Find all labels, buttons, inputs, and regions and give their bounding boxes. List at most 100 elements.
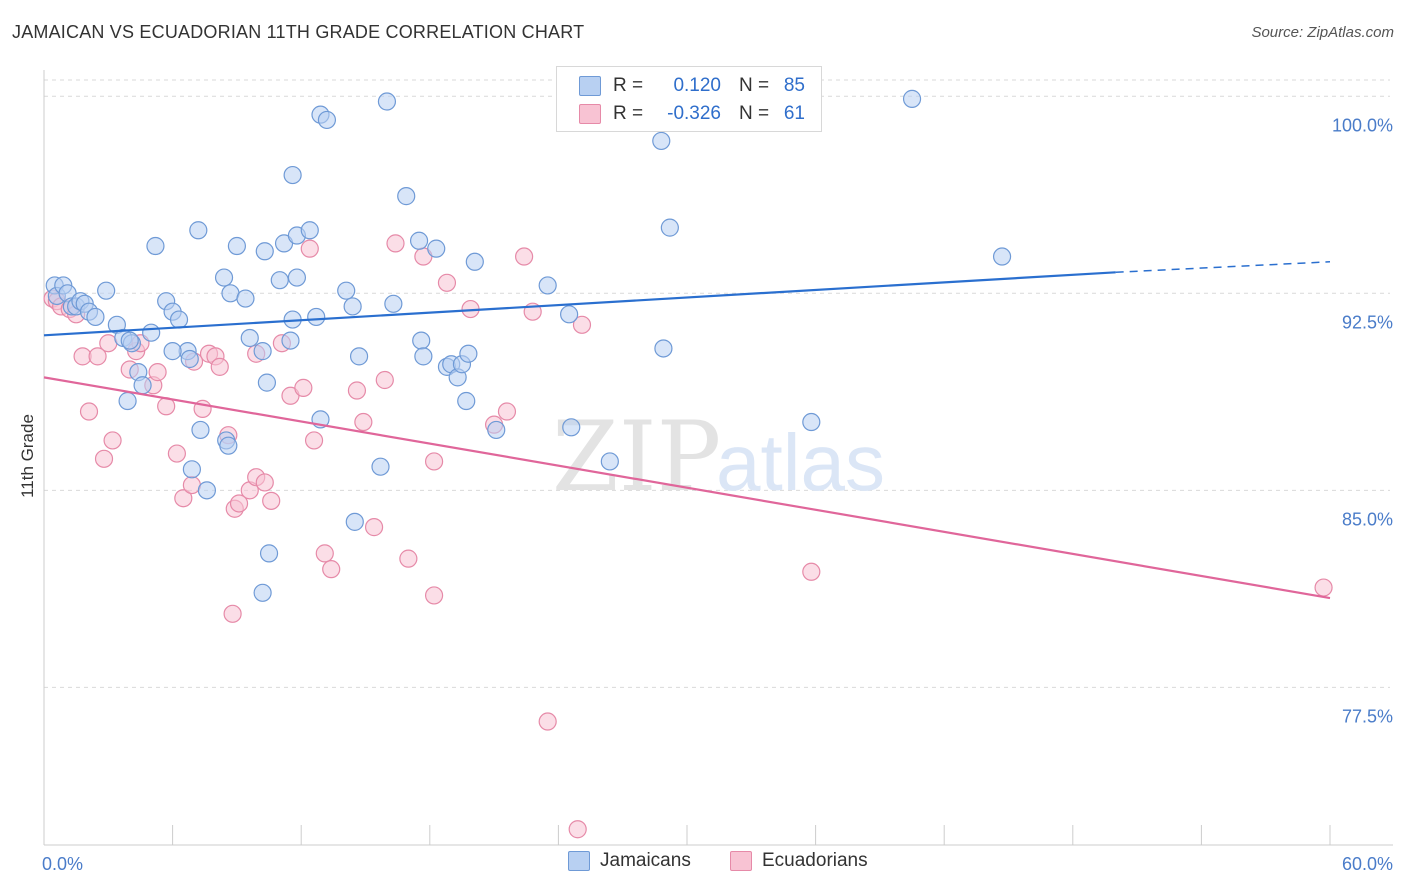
ecuadorian-point bbox=[174, 489, 193, 508]
jamaican-point bbox=[307, 307, 326, 327]
source-label: Source: ZipAtlas.com bbox=[1251, 24, 1394, 41]
series-legend: Jamaicans Ecuadorians bbox=[0, 850, 1406, 878]
chart-title: JAMAICAN VS ECUADORIAN 11TH GRADE CORREL… bbox=[12, 22, 585, 42]
jamaican-point bbox=[142, 323, 161, 342]
ecuadorian-point bbox=[315, 544, 334, 563]
ecuadorian-point bbox=[424, 586, 444, 605]
jamaican-point bbox=[257, 373, 277, 392]
jamaican-point bbox=[255, 242, 274, 261]
jamaican-point bbox=[654, 339, 673, 358]
legend-swatch-blue bbox=[568, 851, 590, 871]
jamaican-point bbox=[270, 271, 289, 290]
ecuadorian-trend-line bbox=[43, 376, 1331, 600]
ecuadorian-point bbox=[572, 315, 592, 334]
legend-swatch-pink bbox=[579, 104, 601, 124]
trend-lines bbox=[43, 261, 1331, 600]
jamaican-point bbox=[253, 342, 272, 361]
jamaican-point bbox=[465, 252, 484, 271]
jamaican-point bbox=[992, 247, 1012, 266]
jamaican-point bbox=[902, 89, 922, 108]
ecuadorian-point bbox=[300, 239, 319, 258]
jamaican-point bbox=[300, 221, 319, 240]
watermark: ZIP atlas bbox=[552, 401, 885, 513]
jamaican-point bbox=[600, 452, 619, 471]
ecuadorian-point bbox=[255, 473, 274, 492]
jamaican-point bbox=[240, 328, 259, 348]
jamaican-point bbox=[214, 268, 234, 287]
jamaican-point bbox=[259, 544, 279, 563]
jamaican-point bbox=[236, 289, 255, 308]
jamaican-point bbox=[459, 344, 478, 363]
legend-item-jamaicans[interactable]: Jamaicans bbox=[568, 850, 691, 872]
grid-lines bbox=[44, 79, 1390, 688]
jamaican-point bbox=[802, 412, 821, 432]
jamaican-point bbox=[86, 307, 105, 327]
ecuadorian-point bbox=[88, 347, 107, 366]
legend-r-label: R = bbox=[613, 103, 644, 124]
jamaican-point bbox=[287, 268, 307, 287]
legend-r-label: R = bbox=[613, 75, 644, 96]
jamaican-point bbox=[427, 239, 446, 258]
jamaican-points bbox=[45, 89, 1012, 602]
jamaican-point bbox=[281, 331, 300, 350]
y-tick-label: 85.0% bbox=[1342, 509, 1393, 529]
ecuadorian-point bbox=[386, 234, 405, 253]
jamaican-point bbox=[652, 131, 671, 151]
ecuadorian-point bbox=[437, 273, 457, 292]
jamaican-point bbox=[457, 391, 476, 411]
ecuadorian-point bbox=[94, 449, 114, 468]
jamaican-point bbox=[219, 436, 238, 455]
axes bbox=[43, 70, 1393, 846]
tick-labels: 77.5% 85.0% 92.5% 100.0% 0.0% 60.0% bbox=[42, 115, 1393, 874]
jamaican-point bbox=[146, 236, 165, 256]
ecuadorian-point bbox=[1314, 578, 1333, 597]
legend-n-value: 61 bbox=[783, 103, 805, 124]
x-tick-label: 0.0% bbox=[42, 854, 83, 874]
ecuadorian-point bbox=[322, 560, 341, 579]
watermark-atlas: atlas bbox=[716, 418, 885, 507]
y-tick-label: 100.0% bbox=[1332, 115, 1393, 135]
ecuadorian-point bbox=[223, 604, 242, 623]
jamaican-point bbox=[384, 294, 403, 313]
jamaican-point bbox=[371, 457, 390, 476]
jamaican-point bbox=[409, 231, 429, 250]
jamaican-point bbox=[345, 512, 364, 531]
legend-label-jamaicans: Jamaicans bbox=[600, 850, 691, 871]
jamaican-trend-extension bbox=[1115, 261, 1331, 274]
ecuadorian-point bbox=[210, 357, 229, 376]
jamaican-point bbox=[227, 236, 246, 256]
jamaican-point bbox=[343, 297, 362, 316]
stats-legend: R = 0.120 N = 85 R = -0.326 N = 61 bbox=[556, 66, 822, 132]
jamaican-point bbox=[349, 347, 369, 366]
watermark-zip: ZIP bbox=[552, 401, 721, 513]
legend-item-ecuadorians[interactable]: Ecuadorians bbox=[730, 850, 868, 872]
legend-n-label: N = bbox=[739, 75, 770, 96]
legend-swatch-blue bbox=[579, 76, 601, 96]
ecuadorian-point bbox=[103, 431, 122, 450]
legend-n-value: 85 bbox=[783, 75, 805, 96]
jamaican-trend-line bbox=[43, 271, 1116, 337]
y-tick-label: 92.5% bbox=[1342, 312, 1393, 332]
ecuadorian-point bbox=[229, 494, 249, 513]
ecuadorian-point bbox=[538, 712, 557, 731]
jamaican-point bbox=[487, 420, 506, 440]
legend-row-ecuadorians: R = -0.326 N = 61 bbox=[579, 100, 805, 128]
ecuadorian-point bbox=[364, 518, 384, 537]
ecuadorian-point bbox=[79, 402, 99, 421]
jamaican-point bbox=[412, 331, 431, 350]
jamaican-point bbox=[180, 349, 199, 369]
y-tick-label: 77.5% bbox=[1342, 706, 1393, 726]
ecuadorian-points bbox=[43, 234, 1333, 839]
ecuadorian-point bbox=[424, 452, 444, 471]
ecuadorian-point bbox=[497, 402, 517, 421]
legend-row-jamaicans: R = 0.120 N = 85 bbox=[579, 72, 805, 100]
jamaican-point bbox=[191, 420, 210, 440]
legend-r-value: 0.120 bbox=[673, 75, 721, 96]
ecuadorian-point bbox=[148, 363, 167, 382]
jamaican-point bbox=[189, 221, 208, 240]
jamaican-point bbox=[118, 391, 137, 411]
jamaican-point bbox=[337, 281, 356, 300]
jamaican-point bbox=[414, 347, 433, 366]
ecuadorian-point bbox=[515, 247, 534, 266]
jamaican-point bbox=[163, 342, 182, 361]
